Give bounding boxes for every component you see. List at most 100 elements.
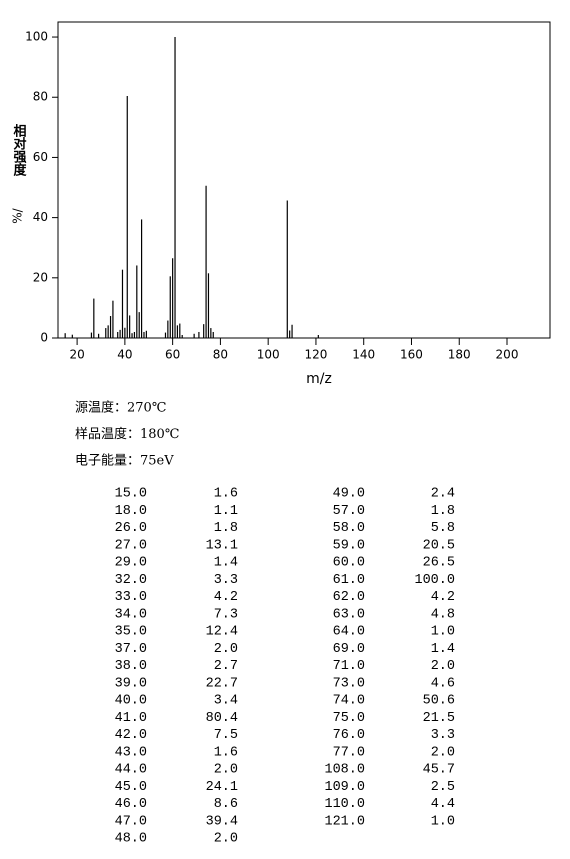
table-mz: 58.0: [333, 521, 365, 536]
plot-frame: [57, 21, 551, 339]
x-tick-label: 140: [352, 348, 375, 362]
table-intensity: 1.0: [431, 625, 455, 640]
x-tick-label: 120: [304, 348, 327, 362]
table-intensity: 22.7: [206, 676, 238, 691]
table-intensity: 4.6: [431, 676, 455, 691]
table-mz: 64.0: [333, 625, 365, 640]
table-mz: 37.0: [115, 642, 147, 657]
table-mz: 45.0: [115, 780, 147, 795]
table-intensity: 4.8: [431, 607, 455, 622]
x-tick-label: 20: [69, 348, 84, 362]
table-mz: 15.0: [115, 487, 147, 502]
table-mz: 62.0: [333, 590, 365, 605]
x-tick-label: 200: [496, 348, 519, 362]
table-mz: 49.0: [333, 487, 365, 502]
table-mz: 75.0: [333, 711, 365, 726]
table-mz: 40.0: [115, 694, 147, 709]
x-tick-label: 180: [448, 348, 471, 362]
table-mz: 38.0: [115, 659, 147, 674]
table-intensity: 4.2: [214, 590, 238, 605]
table-intensity: 2.0: [214, 832, 238, 847]
table-mz: 46.0: [115, 797, 147, 812]
table-mz: 60.0: [333, 556, 365, 571]
table-mz: 77.0: [333, 745, 365, 760]
y-tick-label: 100: [25, 30, 48, 44]
table-intensity: 24.1: [206, 780, 238, 795]
table-intensity: 3.4: [214, 694, 238, 709]
table-intensity: 1.8: [214, 521, 238, 536]
table-intensity: 80.4: [206, 711, 238, 726]
table-intensity: 2.0: [214, 642, 238, 657]
table-mz: 44.0: [115, 763, 147, 778]
table-intensity: 50.6: [423, 694, 455, 709]
table-mz: 35.0: [115, 625, 147, 640]
table-mz: 59.0: [333, 538, 365, 553]
table-mz: 110.0: [324, 797, 365, 812]
table-intensity: 1.6: [214, 745, 238, 760]
table-intensity: 39.4: [206, 814, 238, 829]
table-intensity: 2.4: [431, 487, 455, 502]
condition-line: 电子能量：75eV: [75, 454, 174, 469]
table-mz: 27.0: [115, 538, 147, 553]
table-intensity: 3.3: [431, 728, 455, 743]
table-intensity: 7.3: [214, 607, 238, 622]
x-tick-label: 160: [400, 348, 423, 362]
table-mz: 63.0: [333, 607, 365, 622]
table-mz: 43.0: [115, 745, 147, 760]
table-intensity: 8.6: [214, 797, 238, 812]
table-intensity: 1.4: [431, 642, 455, 657]
table-intensity: 26.5: [423, 556, 455, 571]
table-intensity: 5.8: [431, 521, 455, 536]
table-intensity: 1.6: [214, 487, 238, 502]
table-intensity: 2.0: [431, 659, 455, 674]
table-intensity: 2.5: [431, 780, 455, 795]
table-intensity: 45.7: [423, 763, 455, 778]
condition-line: 样品温度：180℃: [75, 426, 179, 442]
y-tick-label: 0: [40, 331, 48, 345]
table-mz: 57.0: [333, 504, 365, 519]
condition-line: 源温度：270℃: [75, 400, 166, 416]
x-tick-label: 60: [165, 348, 180, 362]
table-intensity: 2.0: [214, 763, 238, 778]
table-mz: 61.0: [333, 573, 365, 588]
table-intensity: 1.1: [214, 504, 238, 519]
table-mz: 47.0: [115, 814, 147, 829]
y-tick-label: 60: [33, 150, 48, 164]
table-intensity: 1.0: [431, 814, 455, 829]
table-mz: 32.0: [115, 573, 147, 588]
table-intensity: 4.4: [431, 797, 455, 812]
table-mz: 18.0: [115, 504, 147, 519]
table-mz: 39.0: [115, 676, 147, 691]
table-intensity: 2.0: [431, 745, 455, 760]
x-tick-label: 80: [213, 348, 228, 362]
table-intensity: 7.5: [214, 728, 238, 743]
table-intensity: 13.1: [206, 538, 238, 553]
table-mz: 76.0: [333, 728, 365, 743]
y-tick-label: 20: [33, 270, 48, 284]
table-mz: 69.0: [333, 642, 365, 657]
table-mz: 73.0: [333, 676, 365, 691]
table-intensity: 21.5: [423, 711, 455, 726]
table-mz: 34.0: [115, 607, 147, 622]
table-intensity: 100.0: [414, 573, 455, 588]
table-mz: 33.0: [115, 590, 147, 605]
x-tick-label: 40: [117, 348, 132, 362]
x-tick-label: 100: [257, 348, 280, 362]
table-mz: 26.0: [115, 521, 147, 536]
table-intensity: 1.4: [214, 556, 238, 571]
y-axis-unit: %/: [11, 207, 25, 223]
table-mz: 108.0: [324, 763, 365, 778]
table-mz: 74.0: [333, 694, 365, 709]
table-intensity: 3.3: [214, 573, 238, 588]
table-mz: 48.0: [115, 832, 147, 847]
x-axis-label: m/z: [306, 371, 332, 387]
table-mz: 41.0: [115, 711, 147, 726]
table-mz: 71.0: [333, 659, 365, 674]
table-intensity: 4.2: [431, 590, 455, 605]
table-intensity: 20.5: [423, 538, 455, 553]
table-mz: 29.0: [115, 556, 147, 571]
y-axis-label: 相对强度: [11, 123, 27, 177]
table-intensity: 1.8: [431, 504, 455, 519]
table-mz: 109.0: [324, 780, 365, 795]
